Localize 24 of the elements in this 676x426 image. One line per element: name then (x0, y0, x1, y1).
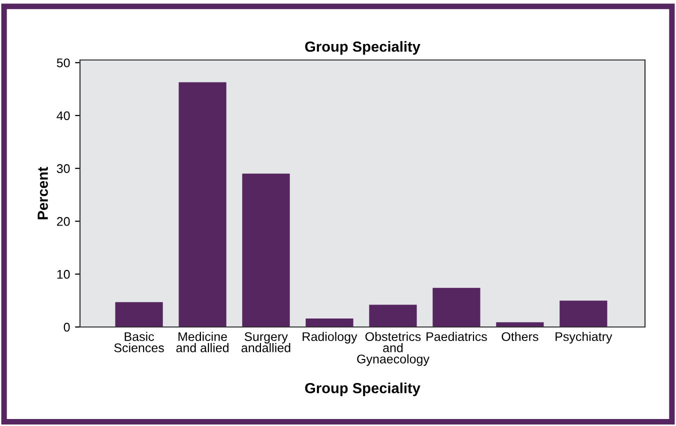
y-tick-label: 0 (64, 322, 70, 332)
bar (178, 82, 226, 327)
bar (115, 302, 163, 327)
bar (496, 322, 544, 327)
bar (306, 318, 354, 327)
x-tick-label: Medicine and allied (176, 332, 228, 352)
y-tick-label: 30 (56, 164, 70, 174)
bar (369, 304, 417, 327)
x-tick-label: Radiology (302, 332, 358, 344)
y-tick-label: 40 (56, 111, 70, 120)
x-tick-label: Others (502, 332, 538, 342)
bar (560, 300, 608, 327)
chart-title: Group Speciality (305, 41, 420, 55)
y-tick-label: 10 (57, 270, 70, 279)
bar (242, 174, 290, 327)
x-tick-label: Basic Sciences (114, 332, 164, 352)
bar (432, 288, 480, 327)
y-axis-title: Percent (38, 166, 48, 220)
x-tick-label: Psychiatry (556, 332, 612, 344)
x-tick-label: Paediatrics (426, 332, 487, 342)
x-axis-title: Group Speciality (305, 382, 420, 396)
y-tick-label: 20 (57, 217, 70, 226)
x-tick-label: Surgery andallied (242, 332, 290, 352)
y-tick-label: 50 (56, 58, 70, 68)
